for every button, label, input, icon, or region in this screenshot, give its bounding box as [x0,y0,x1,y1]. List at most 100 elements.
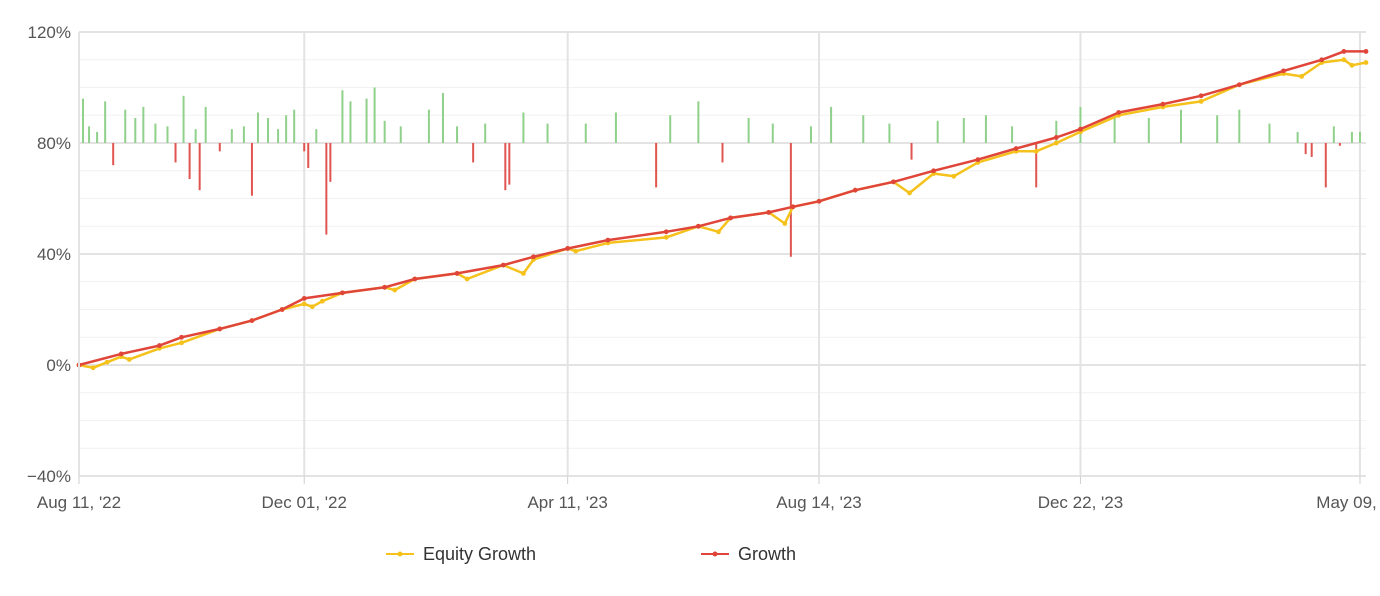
equity-growth-point [179,340,184,346]
bar-positive [830,106,833,143]
bar-positive [154,123,157,143]
growth-point [1281,68,1286,74]
growth-point [531,254,536,260]
bar-positive [182,95,185,143]
bar-positive [862,115,865,143]
x-tick-label: Dec 22, '23 [1038,493,1123,512]
growth-point [412,276,418,282]
bar-negative [721,143,724,163]
equity-growth-point [663,234,669,240]
bar-positive [1296,131,1299,143]
bar-negative [1310,143,1313,157]
bar-negative [112,143,115,166]
bar-positive [134,118,137,143]
bar-positive [1147,118,1150,143]
x-tick-label: Aug 11, '22 [37,493,121,512]
growth-point [249,318,255,323]
bar-positive [142,106,145,143]
bar-negative [303,143,306,152]
legend-marker-equity [397,551,403,557]
bar-negative [325,143,328,235]
legend-marker-growth [712,551,718,557]
bar-positive [441,93,444,143]
axes: −40% 0% 40% 80% 120% Aug 11, '22 Dec 01, '22 Ap… [27,23,1380,512]
legend[interactable]: Equity Growth Growth [386,544,796,564]
y-tick-label: −40% [27,467,71,486]
equity-growth-point [104,359,110,365]
bar-positive [194,129,197,143]
bar-negative [188,143,191,180]
legend-label-equity: Equity Growth [423,544,536,564]
bar-positive [341,90,344,143]
bar-negative [250,143,253,196]
bar-positive [747,118,750,143]
y-tick-label: 120% [28,23,71,42]
growth-point [605,237,611,243]
growth-point [663,229,669,235]
bar-positive [365,98,368,143]
bar-positive [962,118,965,143]
y-tick-label: 0% [46,356,71,375]
bar-positive [285,115,288,143]
growth-point [790,204,796,210]
x-tick-label: Apr 11, '23 [527,493,607,512]
x-tick-label: Dec 01, '22 [261,493,346,512]
bar-positive [1332,126,1335,143]
bar-negative [1304,143,1307,155]
growth-point [1363,49,1369,54]
growth-point [931,168,937,174]
bar-positive [373,87,376,143]
bar-positive [697,101,700,143]
growth-point [301,296,307,301]
bar-positive [809,126,812,143]
legend-item-growth[interactable]: Growth [701,544,796,564]
growth-point [1341,49,1347,54]
bar-positive [383,120,386,143]
bar-positive [124,109,127,143]
bar-positive [1113,115,1116,143]
growth-point [728,215,733,221]
equity-growth-point [573,248,579,254]
equity-growth-point [1053,140,1059,146]
bar-positive [1216,115,1219,143]
bar-positive [1238,109,1241,143]
legend-label-growth: Growth [738,544,796,564]
bar-positive [166,126,169,143]
growth-point [1319,57,1325,63]
bar-negative [218,143,221,152]
bar-positive [82,98,85,143]
bar-positive [349,101,352,143]
equity-growth-point [126,357,132,362]
growth-point [891,179,896,185]
bar-negative [508,143,511,185]
equity-growth-point [1341,57,1347,63]
x-tick-label: May 09, '24 [1316,493,1380,512]
growth-point [157,343,162,348]
equity-growth-point [301,301,307,307]
bar-positive [204,106,207,143]
growth-point [500,262,506,268]
bar-positive [1268,123,1271,143]
bar-positive [1079,106,1082,143]
bar-positive [669,115,672,143]
bar-positive [267,118,270,143]
bar-positive [1350,131,1353,143]
grid [78,31,1366,477]
bar-positive [614,112,617,143]
x-tick-label: Aug 14, '23 [776,493,861,512]
bar-positive [1358,131,1361,143]
growth-point [695,223,701,229]
equity-growth-point [521,271,526,276]
bar-negative [504,143,507,191]
bar-positive [96,131,99,143]
bar-positive [293,109,296,143]
growth-point [1160,101,1166,107]
growth-point [816,198,822,204]
growth-point [179,334,184,340]
legend-item-equity[interactable]: Equity Growth [386,544,536,564]
bar-negative [307,143,310,168]
y-tick-label: 80% [37,134,71,153]
equity-growth-point [1033,148,1039,154]
equity-growth-point [716,229,721,235]
bar-positive [1011,126,1014,143]
